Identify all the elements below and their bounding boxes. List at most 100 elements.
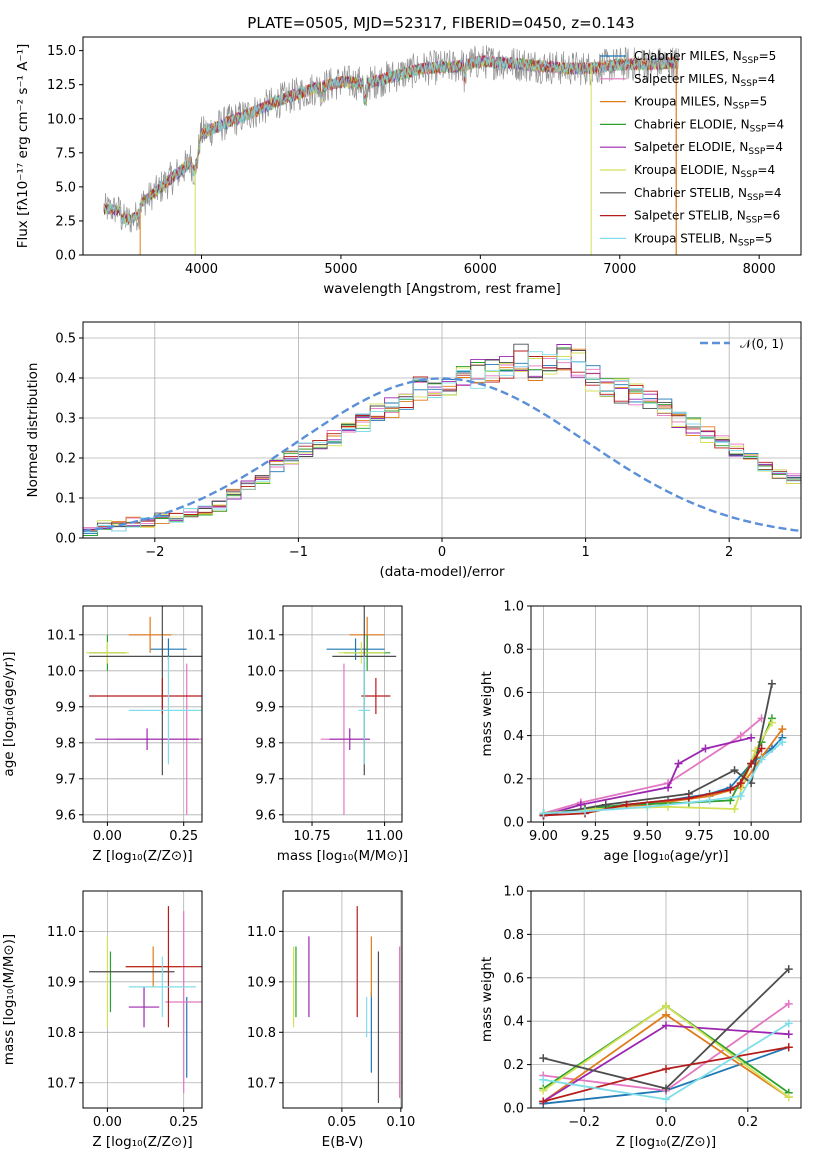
y-tick-label: 0.4 xyxy=(503,1015,524,1030)
histogram-series xyxy=(83,361,801,535)
x-tick-label: 4000 xyxy=(185,262,218,277)
x-tick-label: 9.00 xyxy=(529,829,558,844)
x-tick-label: 0 xyxy=(438,545,446,560)
histogram-series xyxy=(83,343,801,532)
series-marker xyxy=(539,1097,548,1106)
x-axis-label: mass [log₁₀(M/M⊙)] xyxy=(277,848,408,864)
series-marker xyxy=(643,802,652,811)
y-tick-label: 9.6 xyxy=(255,808,276,823)
series-marker xyxy=(784,1043,793,1052)
y-tick-label: 10.7 xyxy=(47,1076,76,1091)
x-axis-label: (data-model)/error xyxy=(379,564,505,580)
y-axis-label: mass [log₁₀(M/M⊙)] xyxy=(1,934,17,1065)
axes-frame xyxy=(530,890,802,1109)
x-axis-label: Z [log₁₀(Z/Z⊙)] xyxy=(92,1134,192,1150)
series-marker xyxy=(784,1030,793,1039)
legend-entry: Salpeter ELODIE, NSSP=4 xyxy=(634,140,783,157)
series-marker xyxy=(730,766,739,775)
series-marker xyxy=(757,755,766,764)
x-axis-label: age [log₁₀(age/yr)] xyxy=(603,848,728,864)
series-marker xyxy=(622,800,631,809)
plot-area xyxy=(103,45,679,255)
series-line xyxy=(543,748,763,817)
axes-frame xyxy=(82,605,203,823)
series-marker xyxy=(726,785,735,794)
x-tick-label: 0.00 xyxy=(93,829,122,844)
age-vs-mass-panel: 10.75 11.00 9.6 9.7 9.8 9.9 10.0 10.1 mass [log₁… xyxy=(247,605,408,864)
plot-area xyxy=(320,606,397,815)
y-tick-label: 10.0 xyxy=(47,664,76,679)
y-tick-label: 0.0 xyxy=(503,816,524,831)
y-axis-label: mass weight xyxy=(479,671,495,756)
mass-vs-extinction-panel: 0.05 0.10 10.7 10.8 10.9 11.0 E(B-V) xyxy=(247,890,415,1150)
y-tick-label: 0.4 xyxy=(503,729,524,744)
plot-area xyxy=(83,343,801,536)
series-marker xyxy=(736,792,745,801)
y-tick-label: 0.6 xyxy=(503,971,524,986)
legend-entry: Salpeter STELIB, NSSP=6 xyxy=(634,209,780,226)
y-tick-label: 9.9 xyxy=(255,700,276,715)
series-marker xyxy=(662,1002,670,1011)
y-tick-label: 0.2 xyxy=(503,1058,524,1073)
y-tick-label: 0.8 xyxy=(503,643,524,658)
x-tick-label: −0.2 xyxy=(568,1115,600,1130)
x-tick-label: 10.75 xyxy=(293,829,330,844)
series-marker xyxy=(784,999,793,1008)
x-tick-label: 9.50 xyxy=(633,829,662,844)
series-marker xyxy=(736,779,745,788)
y-tick-label: 0.0 xyxy=(55,532,76,547)
legend-entry: 𝒩(0, 1) xyxy=(740,337,784,351)
series-marker xyxy=(664,783,673,792)
series-marker xyxy=(576,800,585,809)
x-tick-label: 0.2 xyxy=(737,1115,758,1130)
series-marker xyxy=(778,738,787,747)
y-axis-label: Normed distribution xyxy=(25,363,41,498)
normal-curve xyxy=(83,377,801,533)
x-tick-label: 1 xyxy=(581,545,589,560)
y-axis-label: age [log₁₀(age/yr)] xyxy=(1,651,17,776)
y-tick-label: 0.2 xyxy=(55,452,76,467)
y-tick-label: 10.1 xyxy=(47,628,76,643)
series-marker xyxy=(662,1021,670,1030)
x-tick-label: 0.0 xyxy=(656,1115,677,1130)
axes-frame xyxy=(82,890,203,1109)
y-tick-label: 11.0 xyxy=(247,925,276,940)
mass-vs-metallicity-panel: 0.00 0.25 10.7 10.8 10.9 11.0 Z [log₁₀(Z/Z⊙)] m… xyxy=(1,890,203,1150)
legend-entry: Salpeter MILES, NSSP=4 xyxy=(634,72,775,89)
series-marker xyxy=(684,794,693,803)
axes-frame xyxy=(82,36,802,256)
y-tick-label: 15.0 xyxy=(47,44,76,59)
x-tick-label: 10.00 xyxy=(733,829,770,844)
y-tick-label: 7.5 xyxy=(55,146,76,161)
x-tick-label: 0.25 xyxy=(169,1115,198,1130)
legend-entry: Chabrier MILES, NSSP=5 xyxy=(634,49,776,66)
series-marker xyxy=(701,744,710,753)
x-tick-label: 0.25 xyxy=(169,829,198,844)
y-tick-label: 0.8 xyxy=(503,928,524,943)
series-marker xyxy=(662,1064,670,1073)
x-tick-label: 7000 xyxy=(603,262,636,277)
y-tick-label: 1.0 xyxy=(503,885,524,900)
series-marker xyxy=(539,809,548,818)
y-tick-label: 12.5 xyxy=(47,78,76,93)
series-marker xyxy=(736,731,745,740)
x-tick-label: 9.75 xyxy=(685,829,714,844)
series-marker xyxy=(539,1075,548,1084)
series-marker xyxy=(705,796,714,805)
weight-vs-age-panel: 9.00 9.25 9.50 9.75 10.00 0.0 0.2 0.4 0.6 0.8 1.0 a… xyxy=(479,600,802,864)
y-tick-label: 9.8 xyxy=(255,736,276,751)
series-marker xyxy=(662,1084,670,1093)
y-tick-label: 10.1 xyxy=(247,628,276,643)
legend-entry: Kroupa STELIB, NSSP=5 xyxy=(634,231,772,248)
y-tick-label: 10.9 xyxy=(247,975,276,990)
plot-area xyxy=(89,906,202,1093)
residuals-panel: −2 −1 0 1 2 0.0 0.1 0.2 0.3 0.4 0.5 (data-model)/er… xyxy=(25,321,802,580)
y-tick-label: 9.6 xyxy=(55,808,76,823)
series-marker xyxy=(784,1019,793,1028)
x-axis-label: E(B-V) xyxy=(322,1134,364,1150)
axes-frame xyxy=(282,890,403,1109)
axes-frame xyxy=(82,321,802,539)
y-tick-label: 10.8 xyxy=(247,1026,276,1041)
x-axis-label: Z [log₁₀(Z/Z⊙)] xyxy=(616,1134,716,1150)
y-tick-label: 10.7 xyxy=(247,1076,276,1091)
